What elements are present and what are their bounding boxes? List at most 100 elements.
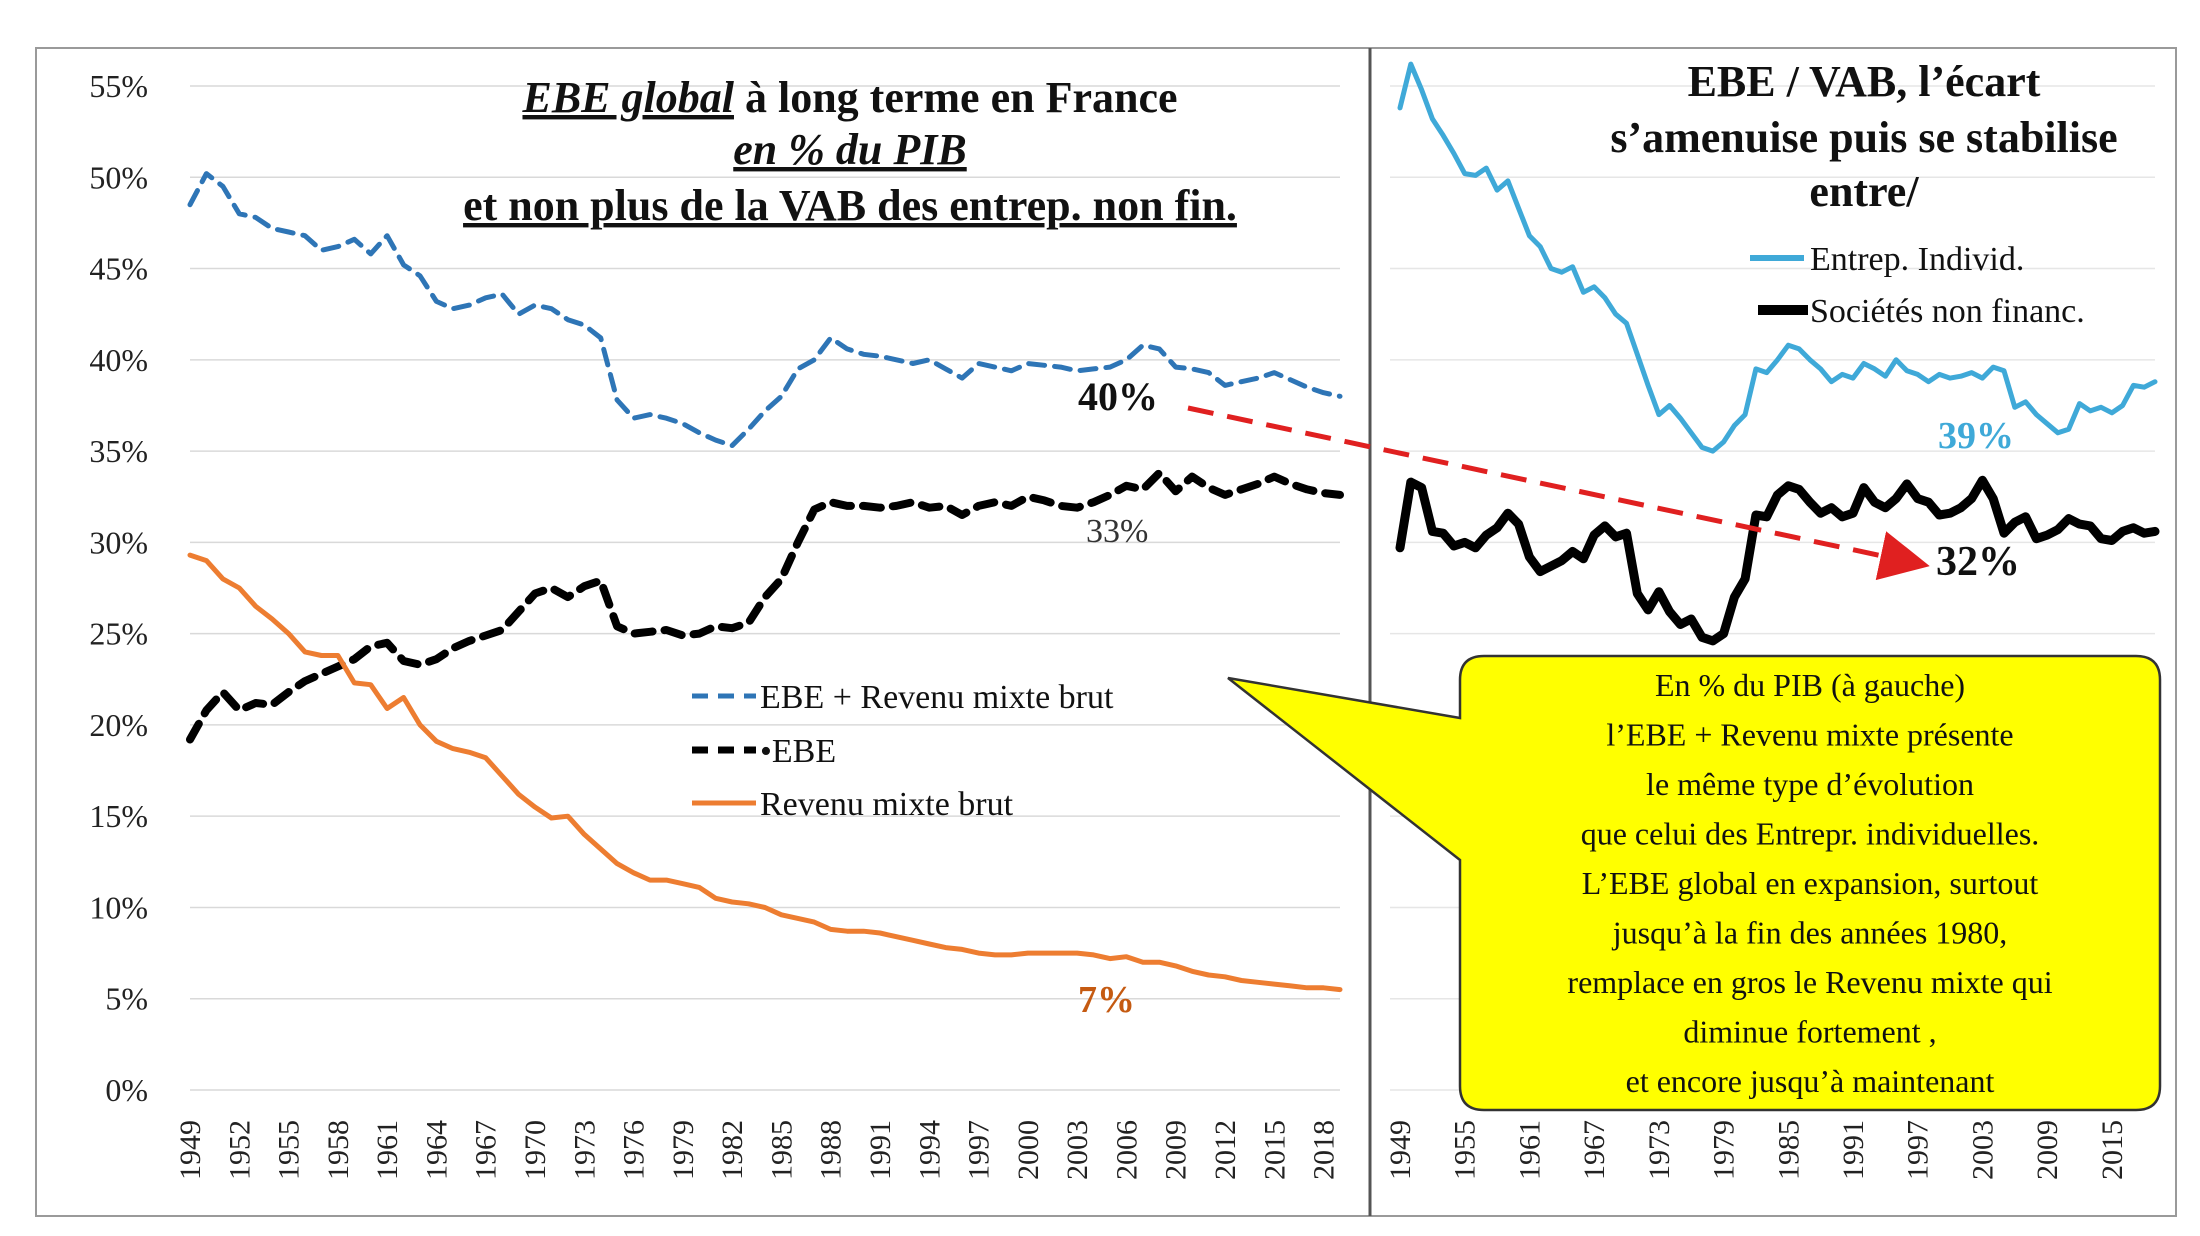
left-y-tick-label: 35% bbox=[89, 433, 148, 469]
left-y-tick-label: 45% bbox=[89, 251, 148, 287]
right-x-tick: 1967 bbox=[1578, 1120, 1611, 1180]
left-x-tick: 2003 bbox=[1061, 1120, 1094, 1180]
series-line-revenu-mixte-brut bbox=[187, 552, 1343, 993]
callout-line: le même type d’évolution bbox=[1646, 766, 1974, 802]
right-x-tick: 2009 bbox=[2031, 1120, 2064, 1180]
right-title-line-2: s’amenuise puis se stabilise bbox=[1610, 113, 2117, 162]
left-x-tick-label: 2006 bbox=[1110, 1120, 1143, 1180]
callout-line: l’EBE + Revenu mixte présente bbox=[1606, 717, 2013, 753]
right-x-tick-label: 1973 bbox=[1643, 1120, 1676, 1180]
series-line-entrep-individ- bbox=[1397, 61, 2158, 454]
left-x-tick-label: 2018 bbox=[1308, 1120, 1341, 1180]
annotation-40-percent: 40% bbox=[1078, 374, 1158, 419]
legend-label-ebe-revenu: EBE + Revenu mixte brut bbox=[760, 679, 1114, 716]
left-x-tick: 1991 bbox=[864, 1120, 897, 1180]
left-x-tick-label: 2000 bbox=[1012, 1120, 1045, 1180]
left-x-tick-label: 1985 bbox=[765, 1120, 798, 1180]
left-x-tick-label: 2009 bbox=[1160, 1120, 1193, 1180]
left-x-tick-label: 2015 bbox=[1258, 1120, 1291, 1180]
right-plot-series bbox=[1395, 61, 2160, 646]
right-x-tick-label: 1997 bbox=[1902, 1120, 1935, 1180]
left-y-tick-label: 25% bbox=[89, 616, 148, 652]
right-x-tick: 2003 bbox=[1966, 1120, 1999, 1180]
left-title-part-rest: à long terme en France bbox=[734, 73, 1178, 122]
right-x-tick: 1949 bbox=[1384, 1120, 1417, 1180]
callout-text: En % du PIB (à gauche) l’EBE + Revenu mix… bbox=[1567, 667, 2052, 1099]
left-y-axis: 0% 5% 10% 15% 20% 25% 30% 35% 40% 45% 50% 55% bbox=[89, 68, 148, 1108]
left-x-tick-label: 1988 bbox=[815, 1120, 848, 1180]
right-x-tick: 1961 bbox=[1513, 1120, 1546, 1180]
left-x-tick: 2012 bbox=[1209, 1120, 1242, 1180]
left-x-tick: 1982 bbox=[716, 1120, 749, 1180]
callout-line: jusqu’à la fin des années 1980, bbox=[1612, 915, 2008, 951]
left-x-tick-label: 2003 bbox=[1061, 1120, 1094, 1180]
left-x-tick: 2000 bbox=[1012, 1120, 1045, 1180]
left-x-axis: 1949 1952 1955 1958 1961 1964 1967 1970 1973 1976… bbox=[174, 1120, 1341, 1180]
left-x-tick-label: 1982 bbox=[716, 1120, 749, 1180]
right-x-tick: 2015 bbox=[2096, 1120, 2129, 1180]
left-x-tick: 1961 bbox=[371, 1120, 404, 1180]
right-x-tick-label: 1961 bbox=[1513, 1120, 1546, 1180]
callout-line: L’EBE global en expansion, surtout bbox=[1582, 865, 2039, 901]
left-x-tick: 1958 bbox=[322, 1120, 355, 1180]
left-gridlines bbox=[190, 85, 1340, 1091]
left-title-line-1: EBE global à long terme en France bbox=[521, 73, 1177, 122]
trend-arrow bbox=[1187, 405, 1930, 581]
callout-line: que celui des Entrepr. individuelles. bbox=[1581, 816, 2040, 852]
left-x-tick: 1955 bbox=[273, 1120, 306, 1180]
left-x-tick: 1994 bbox=[913, 1120, 946, 1180]
series-line-ebe-revenu-mixte-brut bbox=[187, 171, 1343, 449]
left-x-tick: 2009 bbox=[1160, 1120, 1193, 1180]
right-x-tick: 1985 bbox=[1772, 1120, 1805, 1180]
left-x-tick: 1952 bbox=[223, 1120, 256, 1180]
left-title-line-2: en % du PIB bbox=[733, 125, 966, 174]
left-x-tick-label: 1958 bbox=[322, 1120, 355, 1180]
right-legend: Entrep. Individ. Sociétés non financ. bbox=[1750, 241, 2085, 330]
left-x-tick: 1970 bbox=[519, 1120, 552, 1180]
left-x-tick-label: 1949 bbox=[174, 1120, 207, 1180]
left-x-tick-label: 1964 bbox=[420, 1120, 453, 1180]
right-x-tick-label: 2009 bbox=[2031, 1120, 2064, 1180]
left-x-tick: 1988 bbox=[815, 1120, 848, 1180]
left-x-tick-label: 1961 bbox=[371, 1120, 404, 1180]
left-x-tick-label: 1967 bbox=[470, 1120, 503, 1180]
right-title-line-1: EBE / VAB, l’écart bbox=[1688, 57, 2041, 106]
legend-label-entrep: Entrep. Individ. bbox=[1810, 241, 2024, 278]
right-x-tick-label: 2015 bbox=[2096, 1120, 2129, 1180]
annotation-39-percent: 39% bbox=[1938, 415, 2014, 457]
right-x-tick: 1997 bbox=[1902, 1120, 1935, 1180]
callout-bubble bbox=[1227, 654, 2162, 1112]
legend-label-ebe: •EBE bbox=[760, 733, 836, 770]
left-y-tick-label: 10% bbox=[89, 889, 148, 925]
left-y-tick-label: 15% bbox=[89, 798, 148, 834]
left-legend: EBE + Revenu mixte brut •EBE Revenu mixt… bbox=[692, 679, 1114, 823]
left-x-tick: 1979 bbox=[667, 1120, 700, 1180]
legend-label-societes: Sociétés non financ. bbox=[1810, 293, 2085, 330]
left-x-tick: 1973 bbox=[568, 1120, 601, 1180]
annotation-33-percent: 33% bbox=[1086, 513, 1148, 550]
right-x-tick-label: 1985 bbox=[1772, 1120, 1805, 1180]
left-x-tick-label: 1955 bbox=[273, 1120, 306, 1180]
left-title-line-3: et non plus de la VAB des entrep. non fi… bbox=[463, 181, 1237, 230]
left-x-tick-label: 1997 bbox=[963, 1120, 996, 1180]
left-y-tick-label: 0% bbox=[105, 1072, 148, 1108]
left-x-tick: 1967 bbox=[470, 1120, 503, 1180]
callout-line: En % du PIB (à gauche) bbox=[1655, 667, 1965, 703]
right-x-tick: 1973 bbox=[1643, 1120, 1676, 1180]
left-x-tick-label: 1973 bbox=[568, 1120, 601, 1180]
left-y-tick-label: 30% bbox=[89, 524, 148, 560]
left-x-tick: 2015 bbox=[1258, 1120, 1291, 1180]
left-y-tick-label: 20% bbox=[89, 707, 148, 743]
left-x-tick: 1964 bbox=[420, 1120, 453, 1180]
callout-line: et encore jusqu’à maintenant bbox=[1626, 1063, 1995, 1099]
left-x-tick-label: 1952 bbox=[223, 1120, 256, 1180]
right-x-tick-label: 1955 bbox=[1449, 1120, 1482, 1180]
right-x-tick-label: 1967 bbox=[1578, 1120, 1611, 1180]
left-y-tick-label: 5% bbox=[105, 981, 148, 1017]
left-x-tick-label: 1976 bbox=[618, 1120, 651, 1180]
left-plot-series bbox=[186, 171, 1344, 993]
left-x-tick-label: 1994 bbox=[913, 1120, 946, 1180]
series-line-ebe bbox=[186, 469, 1344, 744]
left-x-tick-label: 2012 bbox=[1209, 1120, 1242, 1180]
